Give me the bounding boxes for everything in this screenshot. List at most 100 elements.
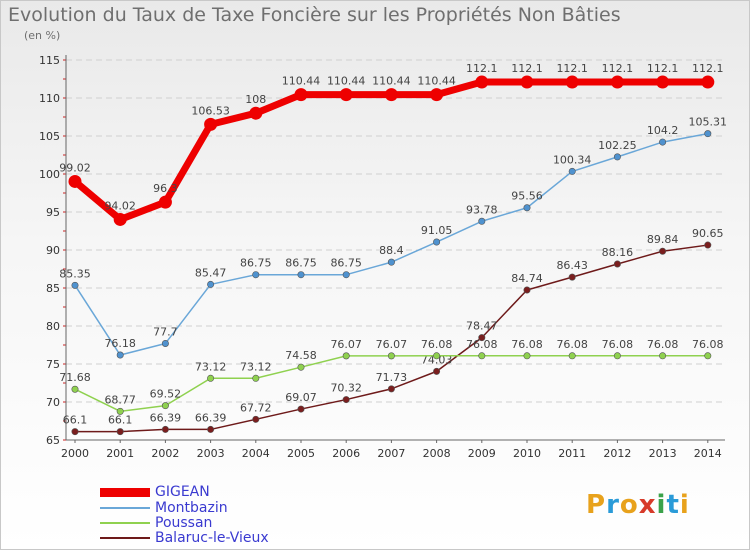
y-tick-label: 75: [46, 358, 60, 371]
data-label: 76.08: [421, 338, 453, 351]
data-point: [161, 425, 169, 433]
data-label: 67.72: [240, 401, 272, 414]
data-point: [568, 167, 576, 175]
logo-letter: o: [619, 490, 639, 520]
data-label: 84.74: [511, 272, 543, 285]
data-point: [384, 88, 398, 102]
proxiti-logo: Proxiti: [586, 490, 690, 520]
data-label: 69.07: [285, 391, 317, 404]
data-point: [339, 88, 353, 102]
data-point: [704, 352, 712, 360]
data-label: 85.47: [195, 266, 227, 279]
legend-swatch: [100, 537, 150, 539]
data-label: 112.1: [692, 62, 724, 75]
data-label: 90.65: [692, 227, 724, 240]
logo-letter: i: [656, 490, 667, 520]
data-label: 106.53: [191, 104, 230, 117]
legend-swatch: [100, 522, 150, 524]
y-tick-label: 85: [46, 282, 60, 295]
data-label: 76.18: [104, 337, 136, 350]
logo-letter: x: [638, 490, 657, 520]
data-label: 100.34: [553, 153, 592, 166]
data-point: [704, 241, 712, 249]
legend-item-montbazin: Montbazin: [100, 500, 228, 516]
legend-label: Poussan: [155, 515, 213, 531]
data-point: [158, 195, 172, 209]
data-label: 76.08: [511, 338, 543, 351]
data-label: 94.02: [104, 199, 136, 212]
data-label: 69.52: [150, 388, 182, 401]
data-label: 88.16: [602, 246, 634, 259]
x-tick-label: 2010: [513, 447, 541, 460]
data-label: 85.35: [59, 267, 91, 280]
data-label: 71.68: [59, 371, 91, 384]
data-point: [478, 217, 486, 225]
data-point: [659, 138, 667, 146]
y-tick-label: 80: [46, 320, 60, 333]
data-point: [433, 352, 441, 360]
x-tick-label: 2002: [151, 447, 179, 460]
data-label: 76.07: [330, 338, 362, 351]
data-point: [342, 271, 350, 279]
data-point: [387, 258, 395, 266]
data-point: [294, 88, 308, 102]
data-point: [520, 75, 534, 89]
x-tick-label: 2009: [468, 447, 496, 460]
legend-label: Montbazin: [155, 500, 228, 516]
data-point: [659, 352, 667, 360]
data-label: 105.31: [689, 116, 728, 129]
chart-subtitle: (en %): [24, 29, 61, 42]
data-label: 76.08: [647, 338, 679, 351]
data-label: 86.75: [330, 257, 362, 270]
data-point: [478, 352, 486, 360]
data-point: [207, 425, 215, 433]
data-point: [249, 106, 263, 120]
data-label: 66.1: [108, 414, 133, 427]
data-point: [342, 396, 350, 404]
data-point: [297, 405, 305, 413]
data-label: 112.1: [602, 62, 634, 75]
data-point: [568, 352, 576, 360]
x-tick-label: 2005: [287, 447, 315, 460]
data-label: 88.4: [379, 244, 404, 257]
data-point: [71, 281, 79, 289]
data-label: 91.05: [421, 224, 453, 237]
data-label: 112.1: [556, 62, 588, 75]
x-tick-label: 2012: [603, 447, 631, 460]
legend-item-poussan: Poussan: [100, 515, 212, 531]
data-point: [430, 88, 444, 102]
legend-swatch: [100, 487, 150, 497]
legend-label: Balaruc-le-Vieux: [155, 530, 269, 546]
data-point: [433, 238, 441, 246]
data-label: 76.08: [466, 338, 498, 351]
data-label: 74.58: [285, 349, 317, 362]
data-point: [478, 334, 486, 342]
data-label: 112.1: [511, 62, 543, 75]
data-label: 78.47: [466, 320, 498, 333]
data-point: [161, 339, 169, 347]
legend-label: GIGEAN: [155, 484, 210, 500]
data-point: [297, 271, 305, 279]
data-point: [387, 352, 395, 360]
data-point: [161, 402, 169, 410]
data-label: 76.08: [602, 338, 634, 351]
x-tick-label: 2003: [197, 447, 225, 460]
data-point: [523, 286, 531, 294]
data-point: [207, 374, 215, 382]
legend-item-gigean: GIGEAN: [100, 484, 210, 500]
data-label: 76.08: [692, 338, 724, 351]
x-tick-label: 2011: [558, 447, 586, 460]
x-tick-label: 2000: [61, 447, 89, 460]
y-tick-label: 90: [46, 244, 60, 257]
data-label: 86.75: [285, 257, 317, 270]
data-point: [613, 153, 621, 161]
logo-letter: r: [606, 490, 620, 520]
data-point: [68, 174, 82, 188]
x-tick-label: 2013: [649, 447, 677, 460]
data-point: [116, 351, 124, 359]
chart-title: Evolution du Taux de Taxe Foncière sur l…: [8, 4, 621, 26]
data-label: 76.08: [556, 338, 588, 351]
data-point: [613, 352, 621, 360]
data-label: 96.3: [153, 182, 178, 195]
